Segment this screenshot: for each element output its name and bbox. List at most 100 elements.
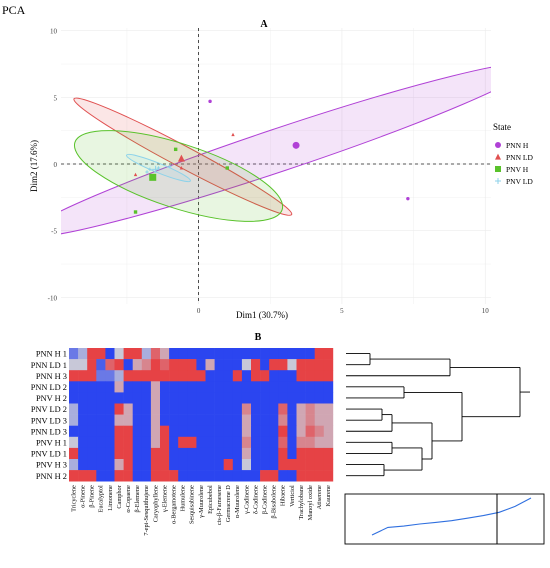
heatmap-cell [241,392,252,404]
heatmap-cell [114,370,124,382]
pca-y-tick-label: 0 [54,161,58,169]
heatmap-cell [196,403,206,415]
heatmap-cell [141,447,152,460]
heatmap-cell [178,425,188,438]
heatmap-cell [314,381,325,393]
pca-x-tick-label: 5 [340,307,344,315]
heatmap-cell [269,425,279,438]
heatmap-cell [305,370,315,382]
heatmap-cell [69,381,79,393]
heatmap-cell [223,359,234,371]
heatmap-cell [178,370,188,382]
heatmap-cell [278,359,288,371]
heatmap-cell [223,414,234,426]
heatmap-cell [132,436,143,449]
heatmap-cell [314,447,325,460]
pca-x-axis-label: Dim1 (30.7%) [236,310,288,320]
heatmap-cell [178,470,188,482]
heatmap-cell [260,447,270,460]
heatmap-cell [69,414,79,426]
heatmap-cell [141,470,152,482]
data-point [133,210,138,214]
inset-frame [344,493,545,545]
heatmap-cell [269,436,279,449]
heatmap-cell [260,403,270,415]
heatmap-cell [323,414,334,426]
heatmap-cell [214,436,224,449]
heatmap-column-label: cis-β-Farnesene [216,485,223,525]
heatmap-cell [278,403,288,415]
heatmap-cell [232,348,243,360]
heatmap-cell [123,403,133,415]
heatmap-cell [169,348,179,360]
heatmap-cell [123,392,133,404]
heatmap-cell [105,414,115,426]
heatmap-cell [269,447,279,460]
pca-axes [61,28,491,304]
heatmap-cell [87,348,97,360]
heatmap-cell [114,459,124,471]
heatmap-cell [287,403,297,415]
heatmap-cell [187,403,197,415]
heatmap-cell [160,381,170,393]
heatmap-cell [314,414,325,426]
heatmap-cell [132,447,143,460]
heatmap-cell [278,392,288,404]
heatmap-cell [69,348,79,360]
heatmap-column-label: Camphor [116,484,123,508]
heatmap-cell [105,470,115,482]
heatmap-cell [69,425,79,438]
heatmap-cell [105,359,115,371]
heatmap-cell [150,381,161,393]
heatmap-cell [223,425,234,438]
heatmap-cell [78,414,88,426]
heatmap-cell [141,436,152,449]
heatmap-column-label: Kaurene [325,485,332,507]
legend-key [495,178,501,184]
heatmap-cell [169,392,179,404]
heatmap-cell [323,381,334,393]
heatmap-cell [132,370,143,382]
heatmap-cell [241,370,252,382]
heatmap-cell [205,370,215,382]
heatmap-cell [241,470,252,482]
heatmap-cell [241,414,252,426]
heatmap-cell [214,392,224,404]
heatmap-cell [96,425,106,438]
heatmap-cell [96,470,106,482]
heatmap-cell [278,459,288,471]
pca-plot-area [61,62,491,238]
confidence-ellipse [61,62,491,238]
heatmap-cell [314,392,325,404]
heatmap-cell [296,470,306,482]
legend-entry: PNV LD [506,177,533,186]
heatmap-cell [105,392,115,404]
heatmap-cell [150,403,161,415]
heatmap-cell [305,392,315,404]
heatmap-cell [96,436,106,449]
heatmap-cell [96,403,106,415]
heatmap-cell [323,370,334,382]
confidence-ellipse [73,130,284,222]
heatmap-cell [78,425,88,438]
heatmap-cell [214,414,224,426]
heatmap-cell [323,403,334,415]
heatmap-cell [196,425,206,438]
heatmap-cell [78,459,88,471]
heatmap-cell [287,370,297,382]
heatmap-cell [214,381,224,393]
heatmap-cell [160,459,170,471]
heatmap-cell [223,470,234,482]
heatmap-cell [305,425,315,438]
heatmap-cell [278,348,288,360]
confidence-ellipse [73,97,293,216]
heatmap-cell [87,425,97,438]
heatmap-cell [69,436,79,449]
heatmap-cell [123,447,133,460]
heatmap-cell [69,359,79,371]
heatmap-cell [196,392,206,404]
pca-y-tick-label: 10 [50,28,58,36]
heatmap-cell [187,436,197,449]
legend-entry: PNN H [506,141,529,150]
heatmap-cell [160,414,170,426]
